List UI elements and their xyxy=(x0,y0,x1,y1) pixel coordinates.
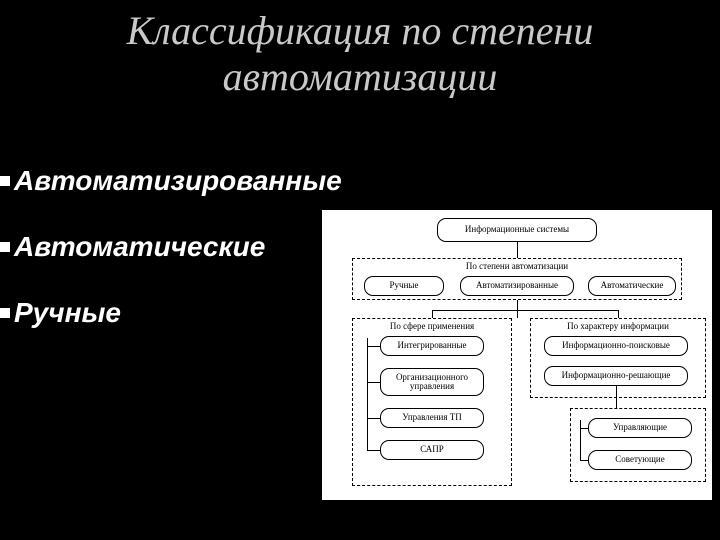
list-item: Ручные xyxy=(0,297,342,329)
diagram-node: Информационно-решающие xyxy=(544,366,688,386)
root-node: Информационные системы xyxy=(437,218,597,242)
bullet-label: Ручные xyxy=(14,297,121,329)
diagram-node: Интегрированные xyxy=(380,336,484,356)
diagram-node: Управляющие xyxy=(588,418,692,438)
bullet-icon xyxy=(0,176,10,186)
diagram-node: Автоматизированные xyxy=(460,276,574,296)
diagram-node: Управления ТП xyxy=(380,408,484,428)
connector-line xyxy=(517,242,518,258)
diagram-node: Автоматические xyxy=(588,276,676,296)
list-item: Автоматические xyxy=(0,231,342,263)
group-label: По степени автоматизации xyxy=(353,262,681,271)
diagram-node: САПР xyxy=(380,440,484,460)
bullet-label: Автоматические xyxy=(14,231,265,263)
bullet-icon xyxy=(0,242,10,252)
list-item: Автоматизированные xyxy=(0,165,342,197)
group-info-character: По характеру информации xyxy=(530,318,706,398)
connector-line xyxy=(618,310,619,318)
diagram-node: Информационно-поисковые xyxy=(544,336,688,356)
group-label: По характеру информации xyxy=(531,322,705,331)
classification-diagram: По степени автоматизации Ручные Автоматизи… xyxy=(322,210,712,500)
bullet-list: Автоматизированные Автоматические Ручные xyxy=(0,165,342,363)
diagram-node: Советующие xyxy=(588,450,692,470)
diagram-node: Ручные xyxy=(364,276,444,296)
connector-line xyxy=(517,300,518,318)
connector-line xyxy=(432,310,433,318)
page-title: Классификация по степени автоматизации xyxy=(0,0,720,100)
connector-line xyxy=(432,310,618,311)
bullet-icon xyxy=(0,308,10,318)
bullet-label: Автоматизированные xyxy=(14,165,342,197)
diagram-node: Организационного управления xyxy=(380,368,484,396)
group-label: По сфере применения xyxy=(353,322,511,331)
